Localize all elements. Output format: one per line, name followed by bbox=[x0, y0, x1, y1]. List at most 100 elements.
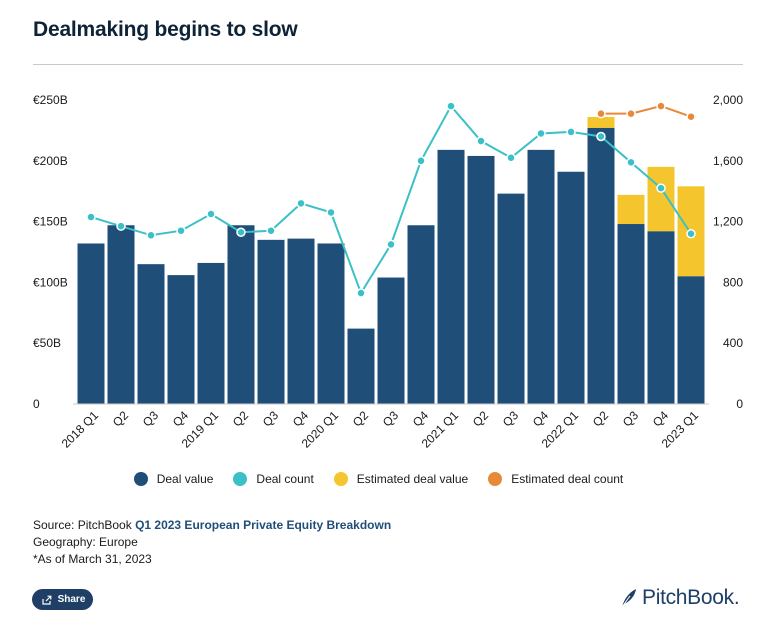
deal-count-point bbox=[416, 156, 426, 166]
deal-value-bar bbox=[467, 155, 495, 404]
x-tick-label: Q4 bbox=[410, 408, 431, 429]
x-tick-label: Q3 bbox=[140, 408, 161, 429]
deal-value-bar bbox=[587, 127, 615, 404]
estimated-deal-count-point bbox=[626, 108, 636, 119]
x-tick-label: Q4 bbox=[290, 408, 311, 429]
legend-swatch bbox=[488, 472, 503, 486]
pitchbook-logo[interactable]: PitchBook. bbox=[620, 586, 740, 610]
deal-count-point bbox=[296, 198, 306, 209]
deal-value-bar bbox=[677, 276, 705, 404]
legend-swatch bbox=[333, 472, 348, 486]
deal-value-bar bbox=[497, 193, 525, 404]
right-tick-label: 1,600 bbox=[713, 154, 743, 168]
legend-item-estimated-deal-count[interactable]: Estimated deal count bbox=[488, 472, 623, 486]
deal-value-bar bbox=[257, 239, 285, 404]
deal-count-point bbox=[266, 225, 276, 236]
right-tick-label: 2,000 bbox=[713, 93, 743, 107]
deal-count-point bbox=[686, 229, 696, 239]
deal-value-bar bbox=[107, 225, 135, 404]
deal-count-point bbox=[86, 212, 96, 222]
right-tick-label: 1,200 bbox=[713, 215, 743, 229]
legend-item-deal-value[interactable]: Deal value bbox=[133, 472, 214, 486]
right-tick-label: 400 bbox=[723, 336, 743, 350]
chart-title: Dealmaking begins to slow bbox=[33, 18, 298, 41]
left-tick-label: €150B bbox=[33, 215, 68, 229]
share-label: Share bbox=[57, 594, 86, 605]
source-notes: Source: PitchBook Q1 2023 European Priva… bbox=[33, 517, 391, 568]
deal-value-bar bbox=[527, 149, 555, 404]
legend-item-deal-count[interactable]: Deal count bbox=[233, 472, 314, 486]
deal-count-point bbox=[566, 127, 576, 137]
deal-count-point bbox=[446, 101, 456, 111]
estimated-value-bar bbox=[617, 194, 645, 225]
deal-count-point bbox=[356, 288, 366, 298]
divider bbox=[33, 64, 743, 65]
deal-count-point bbox=[176, 225, 186, 236]
deal-value-bar bbox=[227, 225, 255, 404]
share-button[interactable]: Share bbox=[32, 589, 93, 610]
deal-value-bar bbox=[407, 225, 435, 404]
geography-note: Geography: Europe bbox=[33, 535, 138, 549]
x-tick-label: 2018 Q1 bbox=[59, 408, 102, 451]
x-tick-label: Q2 bbox=[590, 408, 611, 429]
deal-count-point bbox=[326, 207, 336, 218]
legend-item-estimated-deal-value[interactable]: Estimated deal value bbox=[333, 472, 468, 486]
estimated-deal-count-point bbox=[686, 111, 696, 122]
x-tick-label: Q3 bbox=[260, 408, 281, 429]
deal-count-point bbox=[626, 157, 636, 168]
left-tick-label: €50B bbox=[33, 336, 61, 350]
source-line: Source: PitchBook Q1 2023 European Priva… bbox=[33, 517, 391, 534]
estimated-deal-count-point bbox=[656, 101, 666, 111]
deal-count-point bbox=[596, 131, 606, 142]
x-tick-label: Q2 bbox=[230, 408, 251, 429]
deal-value-bar bbox=[377, 277, 405, 404]
legend-label: Deal value bbox=[156, 472, 214, 486]
right-tick-label: 800 bbox=[723, 275, 743, 289]
x-tick-label: Q2 bbox=[350, 408, 371, 429]
legend-swatch bbox=[133, 472, 148, 486]
deal-value-bar bbox=[317, 243, 345, 404]
source-link[interactable]: Q1 2023 European Private Equity Breakdow… bbox=[135, 518, 392, 532]
deal-count-point bbox=[506, 153, 516, 163]
deal-count-point bbox=[116, 221, 126, 231]
legend-label: Estimated deal count bbox=[511, 472, 624, 486]
feather-icon bbox=[621, 589, 636, 608]
asof-note: *As of March 31, 2023 bbox=[33, 552, 152, 566]
deal-count-point bbox=[476, 136, 486, 146]
deal-count-point bbox=[146, 230, 156, 241]
deal-count-point bbox=[236, 227, 246, 237]
brand-name: PitchBook. bbox=[642, 586, 740, 609]
x-tick-label: Q4 bbox=[650, 408, 671, 429]
legend-label: Deal count bbox=[256, 472, 314, 486]
deal-value-bar bbox=[557, 171, 585, 404]
estimated-value-bar bbox=[647, 166, 675, 232]
x-tick-label: Q3 bbox=[380, 408, 401, 429]
left-tick-label: €200B bbox=[33, 154, 68, 168]
deal-count-point bbox=[536, 128, 546, 139]
right-tick-label: 0 bbox=[736, 397, 743, 411]
source-prefix: Source: PitchBook bbox=[33, 518, 136, 532]
estimated-deal-count-line bbox=[601, 105, 692, 118]
x-tick-label: Q3 bbox=[620, 408, 641, 429]
deal-value-bar bbox=[167, 275, 195, 404]
deal-value-bar bbox=[437, 149, 465, 404]
left-tick-label: €100B bbox=[33, 275, 68, 289]
x-tick-label: Q3 bbox=[500, 408, 521, 429]
deal-value-bar bbox=[287, 238, 315, 404]
left-tick-label: 0 bbox=[33, 397, 40, 411]
share-icon bbox=[41, 595, 51, 605]
left-tick-label: €250B bbox=[33, 93, 68, 107]
deal-value-bar bbox=[197, 262, 225, 404]
deal-count-point bbox=[386, 239, 396, 250]
deal-count-point bbox=[656, 183, 666, 193]
x-tick-label: Q2 bbox=[110, 408, 131, 429]
deal-value-bar bbox=[617, 224, 645, 404]
x-tick-label: Q4 bbox=[530, 408, 551, 429]
deal-value-bar bbox=[647, 231, 675, 404]
x-tick-label: Q2 bbox=[470, 408, 491, 429]
legend: Deal value Deal count Estimated deal val… bbox=[0, 472, 757, 486]
deal-value-bar bbox=[347, 328, 375, 404]
deal-value-bar bbox=[137, 264, 165, 404]
chart-canvas: 0 €50B €100B €150B €200B €250B 0 400 800 1,200 1,6… bbox=[33, 93, 743, 451]
legend-swatch bbox=[233, 472, 248, 486]
